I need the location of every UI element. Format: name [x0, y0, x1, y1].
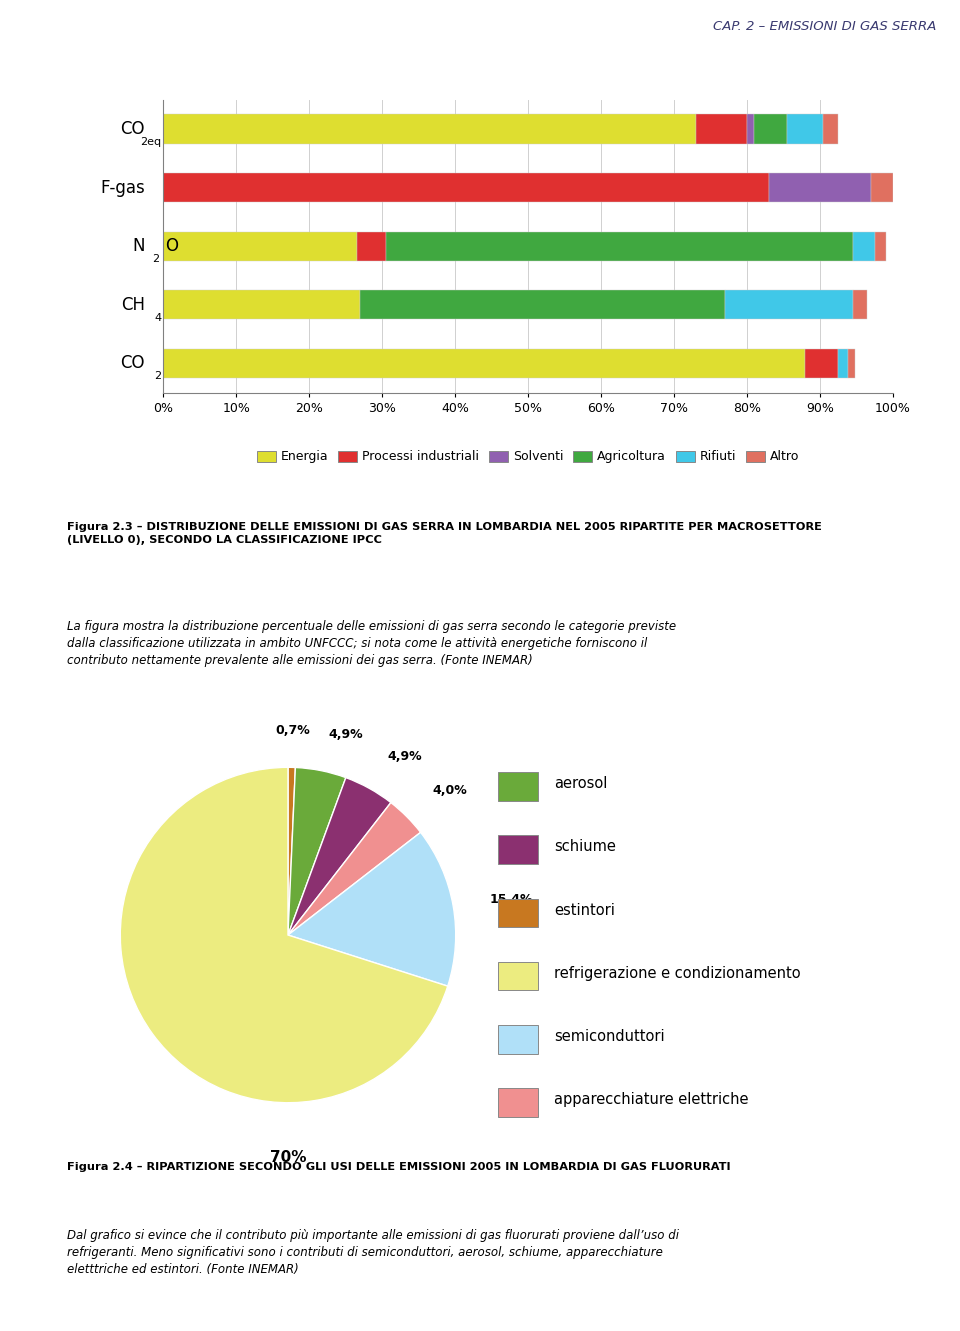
Bar	[386, 232, 852, 261]
Text: 15,4%: 15,4%	[490, 893, 533, 906]
Bar	[497, 1089, 539, 1117]
Bar	[497, 836, 539, 864]
Text: apparecchiature elettriche: apparecchiature elettriche	[555, 1093, 749, 1107]
Bar	[163, 114, 696, 144]
Text: Figura 2.4 – RIPARTIZIONE SECONDO GLI USI DELLE EMISSIONI 2005 IN LOMBARDIA DI G: Figura 2.4 – RIPARTIZIONE SECONDO GLI US…	[67, 1162, 731, 1173]
Text: refrigerazione e condizionamento: refrigerazione e condizionamento	[555, 966, 801, 981]
Bar	[852, 232, 875, 261]
Text: CO: CO	[120, 120, 145, 138]
Bar	[163, 290, 360, 319]
Text: 2: 2	[155, 371, 161, 381]
Text: 69: 69	[888, 1300, 915, 1319]
Text: N: N	[132, 237, 145, 256]
Wedge shape	[288, 803, 420, 934]
Bar	[805, 349, 838, 378]
Bar	[360, 290, 725, 319]
Text: 4,0%: 4,0%	[433, 784, 468, 797]
Text: 4,9%: 4,9%	[328, 728, 363, 741]
Text: O: O	[165, 237, 179, 256]
Legend: Energia, Processi industriali, Solventi, Agricoltura, Rifiuti, Altro: Energia, Processi industriali, Solventi,…	[252, 446, 804, 469]
Bar	[497, 772, 539, 801]
Text: aerosol: aerosol	[555, 776, 608, 791]
Wedge shape	[288, 768, 346, 934]
Text: Dal grafico si evince che il contributo più importante alle emissioni di gas flu: Dal grafico si evince che il contributo …	[67, 1229, 680, 1276]
Text: semiconduttori: semiconduttori	[555, 1029, 665, 1044]
Bar	[769, 173, 871, 202]
Text: estintori: estintori	[555, 902, 615, 917]
Text: 0,7%: 0,7%	[276, 724, 310, 737]
Bar	[497, 1025, 539, 1054]
Bar	[852, 290, 867, 319]
Text: schiume: schiume	[555, 840, 616, 855]
Wedge shape	[288, 777, 391, 934]
Bar	[838, 349, 848, 378]
Text: 4,9%: 4,9%	[387, 749, 421, 763]
Text: CO: CO	[120, 354, 145, 373]
Text: CH: CH	[121, 295, 145, 314]
Bar	[848, 349, 854, 378]
Text: 70%: 70%	[270, 1150, 306, 1165]
Bar	[875, 232, 885, 261]
Bar	[163, 232, 356, 261]
Text: F-gas: F-gas	[100, 178, 145, 197]
Bar	[696, 114, 747, 144]
Text: 2: 2	[153, 254, 159, 264]
Bar	[747, 114, 755, 144]
Bar	[163, 349, 805, 378]
Bar	[356, 232, 386, 261]
Bar	[824, 114, 838, 144]
Wedge shape	[288, 767, 296, 934]
Bar	[871, 173, 893, 202]
Bar	[497, 898, 539, 928]
Bar	[163, 173, 769, 202]
Wedge shape	[120, 767, 447, 1102]
Text: CAP. 2 – EMISSIONI DI GAS SERRA: CAP. 2 – EMISSIONI DI GAS SERRA	[712, 20, 936, 33]
Text: 2eq: 2eq	[140, 137, 161, 146]
Bar	[725, 290, 852, 319]
Text: La figura mostra la distribuzione percentuale delle emissioni di gas serra secon: La figura mostra la distribuzione percen…	[67, 620, 677, 667]
Bar	[497, 962, 539, 990]
Bar	[755, 114, 787, 144]
Text: Figura 2.3 – DISTRIBUZIONE DELLE EMISSIONI DI GAS SERRA IN LOMBARDIA NEL 2005 RI: Figura 2.3 – DISTRIBUZIONE DELLE EMISSIO…	[67, 522, 822, 544]
Text: 4: 4	[155, 313, 161, 322]
Bar	[787, 114, 824, 144]
Wedge shape	[288, 832, 456, 986]
